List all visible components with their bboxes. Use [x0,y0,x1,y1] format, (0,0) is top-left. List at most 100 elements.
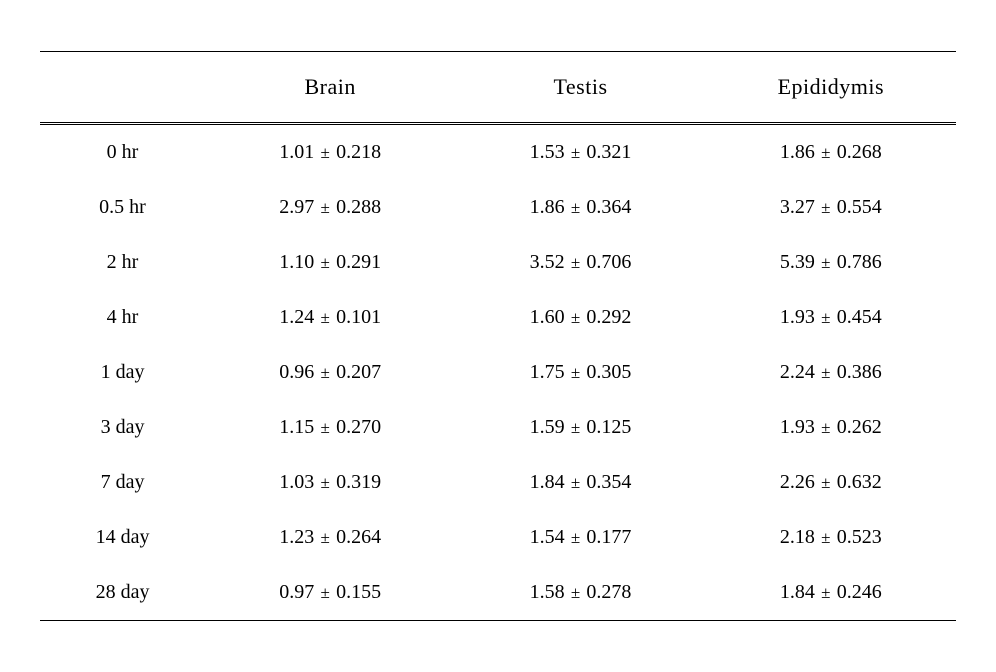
epididymis-mean: 2.18 [780,526,815,548]
header-row: Brain Testis Epididymis [40,52,956,124]
brain-err: 0.207 [336,361,381,383]
testis-mean: 1.58 [530,581,565,603]
plusminus-icon: ± [314,253,336,272]
epididymis-cell: 3.27 ± 0.554 [706,180,956,235]
table-row: 1 day0.96 ± 0.2071.75 ± 0.3052.24 ± 0.38… [40,345,956,400]
table-row: 3 day1.15 ± 0.2701.59 ± 0.1251.93 ± 0.26… [40,400,956,455]
brain-err: 0.155 [336,581,381,603]
time-cell: 2 hr [40,235,205,290]
epididymis-cell: 2.26 ± 0.632 [706,455,956,510]
brain-mean: 1.10 [279,251,314,273]
epididymis-mean: 1.84 [780,581,815,603]
plusminus-icon: ± [565,363,587,382]
epididymis-err: 0.554 [837,196,882,218]
testis-mean: 1.60 [530,306,565,328]
testis-mean: 3.52 [530,251,565,273]
time-cell: 3 day [40,400,205,455]
brain-cell: 1.01 ± 0.218 [205,124,455,181]
epididymis-err: 0.632 [837,471,882,493]
brain-cell: 1.23 ± 0.264 [205,510,455,565]
plusminus-icon: ± [314,528,336,547]
testis-mean: 1.59 [530,416,565,438]
data-table: Brain Testis Epididymis 0 hr1.01 ± 0.218… [40,51,956,621]
epididymis-cell: 2.18 ± 0.523 [706,510,956,565]
testis-err: 0.305 [586,361,631,383]
header-empty [40,52,205,124]
testis-cell: 1.86 ± 0.364 [455,180,705,235]
time-cell: 14 day [40,510,205,565]
epididymis-mean: 1.93 [780,306,815,328]
brain-mean: 1.23 [279,526,314,548]
table-header: Brain Testis Epididymis [40,52,956,124]
brain-mean: 1.15 [279,416,314,438]
epididymis-mean: 1.86 [780,141,815,163]
table-row: 0 hr1.01 ± 0.2181.53 ± 0.3211.86 ± 0.268 [40,124,956,181]
epididymis-mean: 2.26 [780,471,815,493]
epididymis-err: 0.454 [837,306,882,328]
plusminus-icon: ± [565,198,587,217]
plusminus-icon: ± [815,528,837,547]
table-row: 28 day0.97 ± 0.1551.58 ± 0.2781.84 ± 0.2… [40,565,956,621]
plusminus-icon: ± [565,308,587,327]
testis-mean: 1.84 [530,471,565,493]
epididymis-cell: 1.84 ± 0.246 [706,565,956,621]
testis-err: 0.125 [586,416,631,438]
epididymis-mean: 3.27 [780,196,815,218]
table-row: 7 day1.03 ± 0.3191.84 ± 0.3542.26 ± 0.63… [40,455,956,510]
table-body: 0 hr1.01 ± 0.2181.53 ± 0.3211.86 ± 0.268… [40,124,956,621]
brain-err: 0.101 [336,306,381,328]
time-cell: 7 day [40,455,205,510]
brain-mean: 1.01 [279,141,314,163]
testis-mean: 1.53 [530,141,565,163]
testis-cell: 1.58 ± 0.278 [455,565,705,621]
header-epididymis: Epididymis [706,52,956,124]
plusminus-icon: ± [815,198,837,217]
testis-err: 0.321 [586,141,631,163]
table-row: 4 hr1.24 ± 0.1011.60 ± 0.2921.93 ± 0.454 [40,290,956,345]
plusminus-icon: ± [815,363,837,382]
header-brain: Brain [205,52,455,124]
testis-err: 0.364 [586,196,631,218]
brain-cell: 2.97 ± 0.288 [205,180,455,235]
plusminus-icon: ± [565,473,587,492]
epididymis-mean: 5.39 [780,251,815,273]
plusminus-icon: ± [565,253,587,272]
plusminus-icon: ± [815,143,837,162]
testis-cell: 3.52 ± 0.706 [455,235,705,290]
testis-cell: 1.60 ± 0.292 [455,290,705,345]
epididymis-cell: 5.39 ± 0.786 [706,235,956,290]
table-row: 14 day1.23 ± 0.2641.54 ± 0.1772.18 ± 0.5… [40,510,956,565]
brain-cell: 1.24 ± 0.101 [205,290,455,345]
brain-cell: 1.10 ± 0.291 [205,235,455,290]
plusminus-icon: ± [815,418,837,437]
brain-cell: 1.15 ± 0.270 [205,400,455,455]
testis-mean: 1.86 [530,196,565,218]
brain-err: 0.291 [336,251,381,273]
data-table-container: Brain Testis Epididymis 0 hr1.01 ± 0.218… [40,51,956,621]
brain-mean: 0.97 [279,581,314,603]
epididymis-cell: 1.93 ± 0.454 [706,290,956,345]
epididymis-cell: 2.24 ± 0.386 [706,345,956,400]
plusminus-icon: ± [565,143,587,162]
brain-err: 0.319 [336,471,381,493]
brain-err: 0.218 [336,141,381,163]
plusminus-icon: ± [314,308,336,327]
epididymis-err: 0.386 [837,361,882,383]
epididymis-mean: 2.24 [780,361,815,383]
testis-cell: 1.53 ± 0.321 [455,124,705,181]
epididymis-mean: 1.93 [780,416,815,438]
testis-cell: 1.59 ± 0.125 [455,400,705,455]
time-cell: 0 hr [40,124,205,181]
testis-err: 0.177 [586,526,631,548]
brain-mean: 2.97 [279,196,314,218]
epididymis-err: 0.246 [837,581,882,603]
brain-mean: 1.24 [279,306,314,328]
testis-err: 0.278 [586,581,631,603]
plusminus-icon: ± [815,583,837,602]
brain-mean: 1.03 [279,471,314,493]
plusminus-icon: ± [815,308,837,327]
testis-err: 0.354 [586,471,631,493]
plusminus-icon: ± [314,418,336,437]
plusminus-icon: ± [815,253,837,272]
plusminus-icon: ± [314,198,336,217]
